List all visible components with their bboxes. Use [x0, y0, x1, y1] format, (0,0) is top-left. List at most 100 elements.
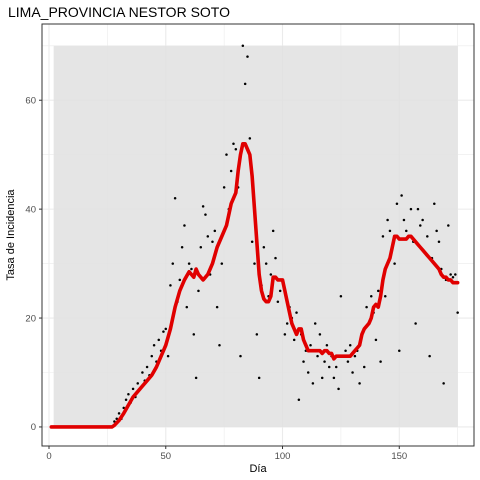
data-point	[222, 186, 226, 189]
data-point	[421, 218, 424, 222]
data-point	[344, 349, 347, 352]
data-point	[206, 235, 210, 238]
data-point	[348, 344, 352, 347]
data-point	[218, 344, 221, 347]
data-point	[180, 246, 184, 249]
data-point	[306, 371, 310, 374]
data-point	[192, 333, 196, 336]
data-point	[173, 196, 177, 200]
data-point	[178, 278, 182, 282]
data-point	[447, 224, 450, 227]
data-point	[229, 169, 233, 173]
data-point	[313, 322, 317, 325]
data-point	[456, 311, 459, 314]
data-point	[211, 240, 214, 244]
data-point	[271, 229, 275, 233]
data-point	[274, 256, 277, 260]
data-point	[255, 333, 259, 336]
data-point	[386, 218, 389, 222]
data-point	[323, 360, 326, 363]
y-tick-label: 40	[25, 204, 36, 215]
data-point	[283, 333, 287, 336]
data-point	[278, 289, 282, 293]
data-point	[220, 262, 224, 265]
data-point	[374, 338, 378, 342]
data-point	[351, 371, 354, 374]
data-point	[183, 224, 186, 227]
data-point	[204, 213, 207, 216]
data-point	[292, 338, 296, 342]
x-tick-label: 50	[160, 451, 171, 462]
data-point	[234, 147, 238, 151]
data-point	[285, 322, 289, 325]
data-point	[239, 354, 242, 358]
axis-ticks: 0 50 100 150 0 20 40 60	[25, 96, 407, 462]
data-point	[276, 300, 280, 303]
y-tick-label: 60	[25, 96, 36, 107]
data-point	[400, 194, 403, 197]
data-point	[295, 311, 298, 314]
x-tick-label: 150	[391, 451, 407, 462]
data-point	[145, 365, 149, 369]
data-point	[162, 330, 165, 333]
data-point	[365, 305, 368, 309]
data-point	[309, 344, 312, 347]
data-point	[316, 354, 319, 358]
data-point	[409, 207, 413, 211]
data-point	[127, 393, 130, 396]
data-point	[362, 365, 366, 369]
data-point	[358, 382, 361, 385]
data-point	[115, 417, 118, 421]
smooth-line	[49, 141, 460, 429]
data-point	[379, 360, 382, 363]
data-point	[449, 273, 452, 276]
data-point	[377, 289, 380, 293]
data-point	[451, 275, 455, 279]
data-point	[398, 349, 401, 352]
data-point	[419, 224, 422, 227]
data-point	[152, 344, 156, 347]
data-point	[166, 354, 170, 358]
data-point	[311, 382, 315, 385]
data-point	[197, 289, 200, 293]
data-point	[199, 246, 203, 249]
data-point	[454, 273, 457, 276]
data-point	[332, 376, 336, 380]
x-tick-label: 0	[46, 451, 51, 462]
data-point	[117, 412, 121, 415]
data-point	[262, 246, 266, 249]
data-point	[253, 262, 256, 265]
data-point	[215, 305, 219, 309]
data-point	[185, 305, 189, 309]
data-point	[213, 229, 217, 233]
data-point	[264, 262, 268, 265]
chart-title: LIMA_PROVINCIA NESTOR SOTO	[8, 4, 230, 20]
data-point	[194, 376, 198, 380]
data-point	[164, 327, 168, 331]
data-point	[141, 371, 144, 374]
data-point	[302, 360, 305, 363]
data-point	[388, 229, 392, 233]
x-axis-title: Día	[249, 463, 267, 475]
data-point	[320, 376, 324, 380]
data-point	[257, 376, 261, 380]
x-tick-label: 100	[275, 451, 291, 462]
data-point	[442, 382, 445, 385]
data-point	[384, 295, 387, 298]
data-point	[334, 365, 338, 369]
data-point	[402, 218, 406, 222]
data-point	[318, 333, 322, 336]
data-point	[353, 354, 357, 358]
data-point	[327, 365, 331, 369]
y-tick-label: 20	[25, 313, 36, 324]
data-point	[325, 344, 329, 347]
data-point	[395, 202, 399, 205]
data-point	[370, 295, 373, 298]
data-point	[269, 273, 273, 276]
data-point	[201, 205, 205, 208]
data-point	[241, 44, 245, 48]
data-point	[416, 207, 420, 211]
data-point	[157, 338, 161, 342]
data-point	[297, 398, 301, 401]
data-point	[346, 360, 350, 363]
